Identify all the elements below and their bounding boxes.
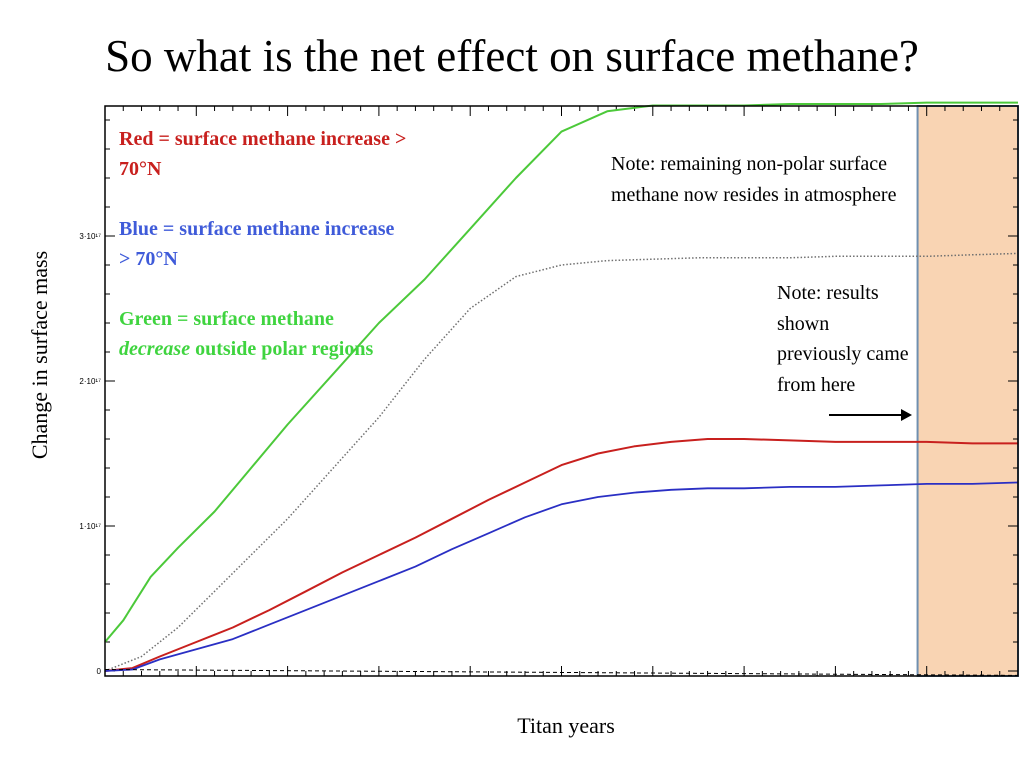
- legend-entry-green: Green = surface methane decrease outside…: [119, 304, 409, 364]
- y-axis-label: Change in surface mass: [27, 250, 52, 460]
- legend-entry-red: Red = surface methane increase > 70°N: [119, 128, 407, 180]
- legend-green-prefix: Green = surface methane: [119, 308, 334, 330]
- y-tick-label: 0: [97, 667, 102, 676]
- legend-entry-blue: Blue = surface methane increase > 70°N: [119, 218, 395, 270]
- legend: Red = surface methane increase > 70°N Bl…: [119, 124, 409, 394]
- series-layer: [104, 101, 1019, 676]
- note-previous-results: Note: results shown previously came from…: [777, 282, 909, 396]
- note-atmosphere: Note: remaining non-polar surface methan…: [611, 153, 897, 206]
- page-title: So what is the net effect on surface met…: [105, 31, 919, 81]
- series-line-baseline: [104, 669, 1019, 676]
- x-axis-label: Titan years: [517, 713, 615, 738]
- y-tick-label: 1·10¹⁷: [79, 522, 101, 531]
- plot-background: [105, 106, 1018, 676]
- highlight-region-layer: [916, 105, 1020, 677]
- legend-green-suffix: outside polar regions: [190, 338, 374, 360]
- note-arrow: [829, 409, 912, 421]
- y-tick-label: 2·10¹⁷: [79, 377, 101, 386]
- series-line-red: [104, 438, 1018, 672]
- tick-layer: 0 1·10¹⁷ 2·10¹⁷ 3·10¹⁷: [79, 106, 1019, 676]
- series-line-green: [104, 101, 1018, 643]
- highlight-region: [916, 105, 1020, 677]
- series-line-blue: [104, 481, 1019, 672]
- y-tick-label: 3·10¹⁷: [79, 232, 101, 241]
- legend-green-emphasis: decrease: [119, 338, 191, 360]
- arrow-head: [901, 409, 912, 421]
- plot-frame: [104, 105, 1019, 677]
